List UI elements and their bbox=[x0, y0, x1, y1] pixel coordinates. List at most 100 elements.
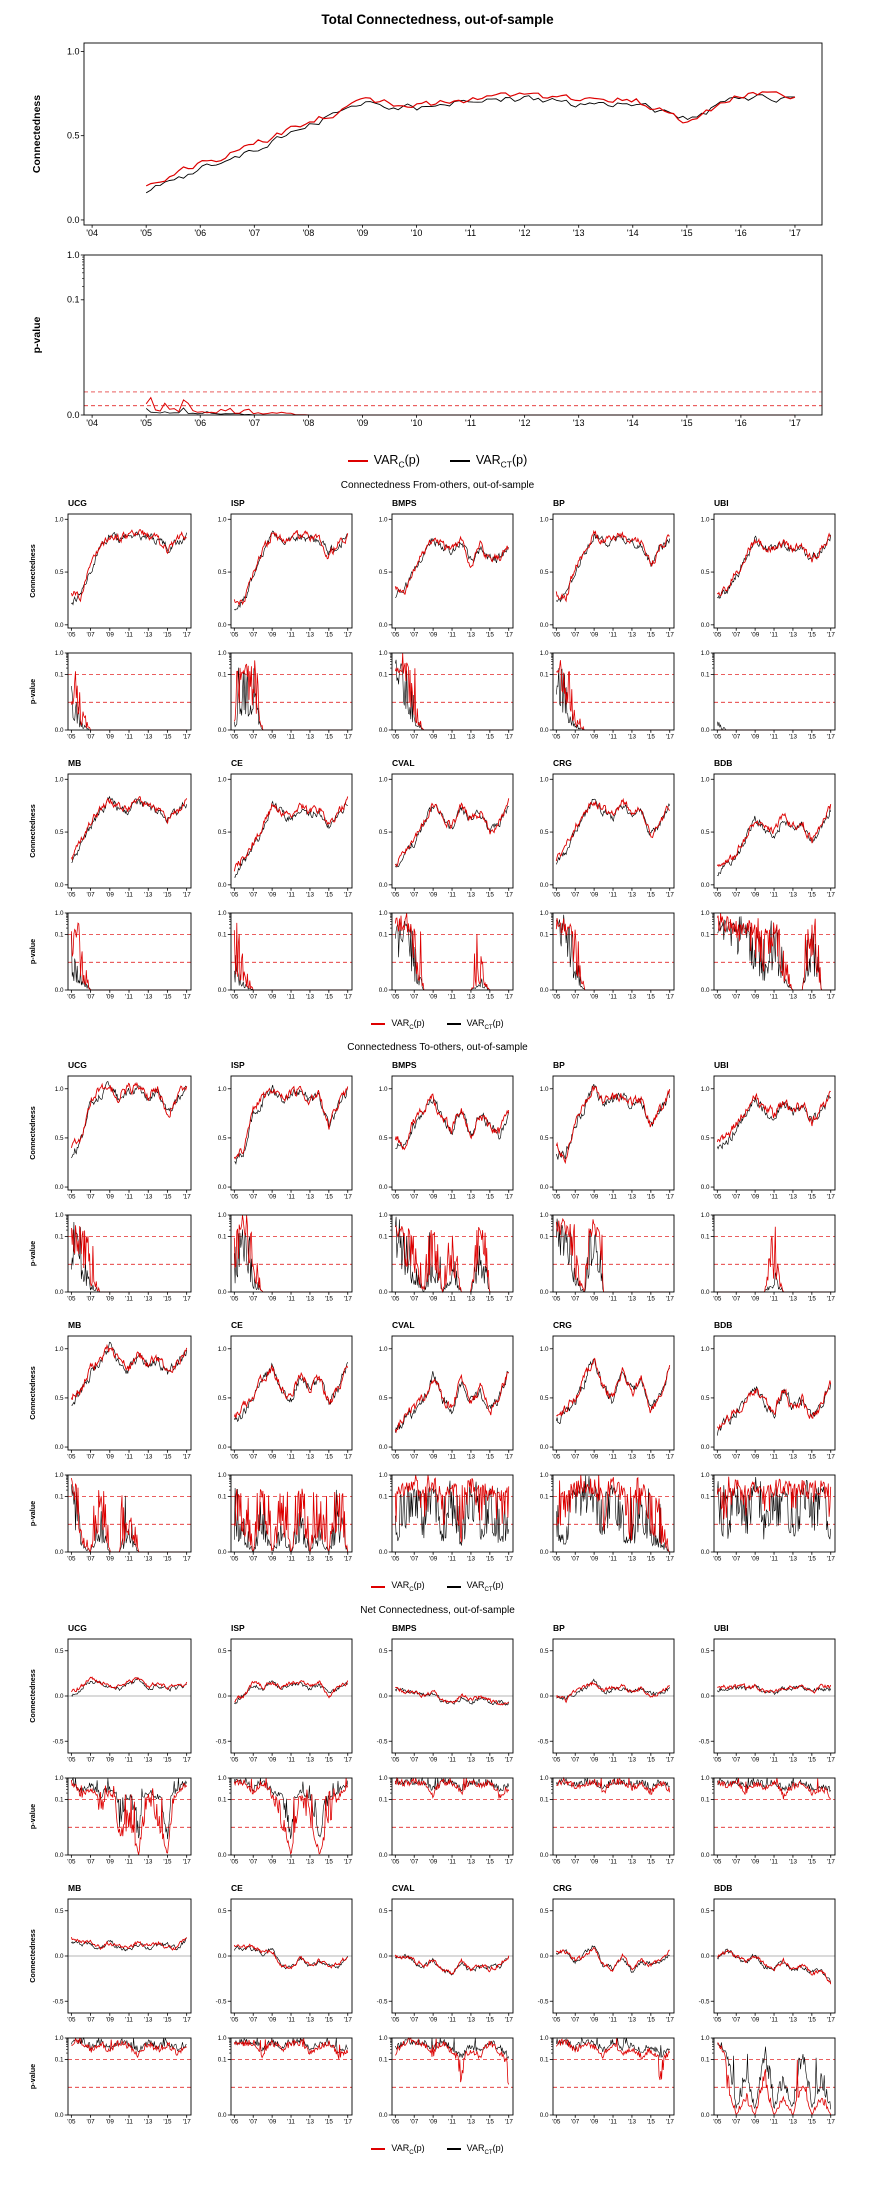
y-tick-label: 1.0 bbox=[379, 1086, 388, 1093]
x-tick-label: '09 bbox=[751, 1859, 760, 1866]
x-tick-label: '17 bbox=[183, 733, 192, 740]
series-varc bbox=[71, 2037, 187, 2059]
chart-to-ubi-connectedness: 0.0 0.5 1.0 '05 '07 '09 '11 '13 '15 '17 bbox=[688, 1072, 840, 1206]
subplot-title-isp: ISP bbox=[231, 497, 245, 508]
from-bmps-cell: BMPS 0.0 0.5 1.0 '05 '07 '09 '11 '13 '15 '17 0.0 0.1… bbox=[366, 498, 518, 746]
x-tick-label: '15 bbox=[486, 993, 495, 1000]
x-tick-label: '11 bbox=[448, 733, 456, 740]
legend-varc-prefix: VAR bbox=[391, 1017, 410, 1028]
legend-varc-prefix: VAR bbox=[391, 1580, 410, 1591]
y-tick-label: 0.1 bbox=[540, 1234, 549, 1241]
x-tick-label: '17 bbox=[344, 993, 353, 1000]
x-tick-label: '11 bbox=[770, 1454, 778, 1461]
x-tick-label: '17 bbox=[789, 418, 801, 428]
y-tick-label: 1.0 bbox=[701, 516, 710, 523]
x-tick-label: '13 bbox=[144, 993, 153, 1000]
from-ce-connectedness-plot: 0.0 0.5 1.0 '05 '07 '09 '11 '13 '15 '17 bbox=[218, 773, 353, 898]
black-line-swatch bbox=[449, 460, 470, 463]
x-tick-label: '11 bbox=[125, 1757, 133, 1764]
x-tick-label: '15 bbox=[647, 891, 656, 898]
y-tick-label: 0.0 bbox=[55, 987, 64, 994]
x-tick-label: '11 bbox=[125, 891, 133, 898]
y-tick-label: 1.0 bbox=[701, 650, 710, 657]
y-tick-label: 1.0 bbox=[218, 776, 227, 783]
y-tick-label: 1.0 bbox=[701, 2035, 710, 2042]
x-tick-label: '17 bbox=[344, 891, 353, 898]
x-tick-label: '07 bbox=[571, 2017, 580, 2024]
x-tick-label: '15 bbox=[486, 1556, 495, 1563]
x-tick-label: '05 bbox=[713, 1757, 722, 1764]
plot-border bbox=[552, 1075, 675, 1191]
x-tick-label: '13 bbox=[144, 1194, 153, 1201]
x-tick-label: '13 bbox=[306, 631, 315, 638]
y-tick-label: 0.1 bbox=[218, 1234, 227, 1241]
x-tick-label: '13 bbox=[467, 1556, 476, 1563]
net-bmps-connectedness-plot: -0.5 0.0 0.5 '05 '07 '09 '11 '13 '15 '17 bbox=[377, 1638, 514, 1764]
y-tick-label: 0.5 bbox=[379, 1395, 388, 1402]
subplot-title-cval: CVAL bbox=[392, 1883, 415, 1894]
chart-net-crg-connectedness: -0.5 0.0 0.5 '05 '07 '09 '11 '13 '15 '17 bbox=[527, 1895, 679, 2029]
x-tick-label: '05 bbox=[391, 733, 400, 740]
y-tick-label: 0.0 bbox=[379, 1693, 388, 1700]
x-tick-label: '11 bbox=[609, 2017, 617, 2024]
y-tick-label: 0.0 bbox=[379, 1184, 388, 1191]
plot-border bbox=[230, 1214, 353, 1293]
x-tick-label: '13 bbox=[306, 891, 315, 898]
x-tick-label: '17 bbox=[666, 891, 675, 898]
x-tick-label: '07 bbox=[732, 1556, 741, 1563]
x-tick-label: '17 bbox=[827, 2119, 836, 2126]
plot-border bbox=[67, 1777, 192, 1856]
series-varct bbox=[717, 2042, 831, 2110]
y-tick-label: -0.5 bbox=[699, 1998, 710, 2005]
series-varc bbox=[717, 1778, 832, 1800]
net-isp-cell: ISP -0.5 0.0 0.5 '05 '07 '09 '11 '13 '15 '17 0.0 0.1… bbox=[205, 1623, 357, 1871]
series-varc bbox=[556, 659, 670, 730]
y-tick-label: 1.0 bbox=[55, 776, 64, 783]
x-tick-label: '15 bbox=[325, 733, 334, 740]
plot-border bbox=[391, 912, 514, 990]
to-row-2: MB 0.0 0.5 1.0 '05 '07 '09 '11 '13 '15 '17 Connecte… bbox=[0, 1320, 875, 1568]
to-crg-cell: CRG 0.0 0.5 1.0 '05 '07 '09 '11 '13 '15 '17 0.0 0.1 1… bbox=[527, 1320, 679, 1568]
series-varc bbox=[233, 1778, 349, 1855]
series-varc bbox=[70, 1082, 188, 1149]
x-tick-label: '13 bbox=[628, 1556, 637, 1563]
legend-item-varct: VARCT(p) bbox=[446, 1018, 504, 1030]
x-tick-label: '15 bbox=[808, 631, 817, 638]
x-tick-label: '11 bbox=[448, 1556, 456, 1563]
y-axis-label: Connectedness bbox=[31, 95, 43, 173]
y-tick-label: 0.5 bbox=[540, 1908, 549, 1915]
net-row-1: UCG -0.5 0.0 0.5 '05 '07 '09 '11 '13 '15 '17 Connec… bbox=[0, 1623, 875, 1871]
y-tick-label: 1.0 bbox=[218, 1775, 227, 1782]
chart-net-cval-connectedness: -0.5 0.0 0.5 '05 '07 '09 '11 '13 '15 '17 bbox=[366, 1895, 518, 2029]
x-tick-label: '17 bbox=[344, 2119, 353, 2126]
chart-from-mb-pvalue: 0.0 0.1 1.0 '05 '07 '09 '11 '13 '15 '17 p-value bbox=[26, 910, 196, 1006]
x-tick-label: '15 bbox=[486, 631, 495, 638]
y-tick-label: 0.0 bbox=[55, 1953, 64, 1960]
y-tick-label: 0.5 bbox=[379, 829, 388, 836]
y-tick-label: 0.1 bbox=[55, 2057, 64, 2064]
x-tick-label: '09 bbox=[590, 733, 599, 740]
chart-to-mb-connectedness: 0.0 0.5 1.0 '05 '07 '09 '11 '13 '15 '17 Connectedn… bbox=[26, 1332, 196, 1466]
x-tick-label: '11 bbox=[287, 631, 295, 638]
series-varct bbox=[556, 1678, 670, 1701]
x-tick-label: '13 bbox=[628, 1454, 637, 1461]
y-tick-label: 0.1 bbox=[701, 931, 710, 938]
net-mb-connectedness-plot: -0.5 0.0 0.5 '05 '07 '09 '11 '13 '15 '17 Connected… bbox=[28, 1898, 192, 2024]
x-tick-label: '09 bbox=[429, 1859, 438, 1866]
y-tick-label: 0.0 bbox=[218, 1184, 227, 1191]
series-varct bbox=[556, 1945, 670, 1974]
plot-border bbox=[67, 1214, 192, 1293]
y-tick-label: 0.0 bbox=[218, 1289, 227, 1296]
plot-border bbox=[67, 912, 192, 990]
series-varct bbox=[234, 799, 348, 878]
series-varct bbox=[717, 1777, 831, 1793]
to-ubi-cell: UBI 0.0 0.5 1.0 '05 '07 '09 '11 '13 '15 '17 0.0 0.1 1… bbox=[688, 1060, 840, 1308]
series-varc bbox=[394, 1475, 510, 1543]
x-tick-label: '09 bbox=[268, 993, 277, 1000]
from-crg-connectedness-plot: 0.0 0.5 1.0 '05 '07 '09 '11 '13 '15 '17 bbox=[540, 773, 675, 898]
x-tick-label: '06 bbox=[194, 418, 206, 428]
x-tick-label: '07 bbox=[249, 1296, 258, 1303]
chart-to-bdb-pvalue: 0.0 0.1 1.0 '05 '07 '09 '11 '13 '15 '17 bbox=[688, 1472, 840, 1568]
x-tick-label: '15 bbox=[647, 1859, 656, 1866]
x-tick-label: '13 bbox=[144, 2017, 153, 2024]
